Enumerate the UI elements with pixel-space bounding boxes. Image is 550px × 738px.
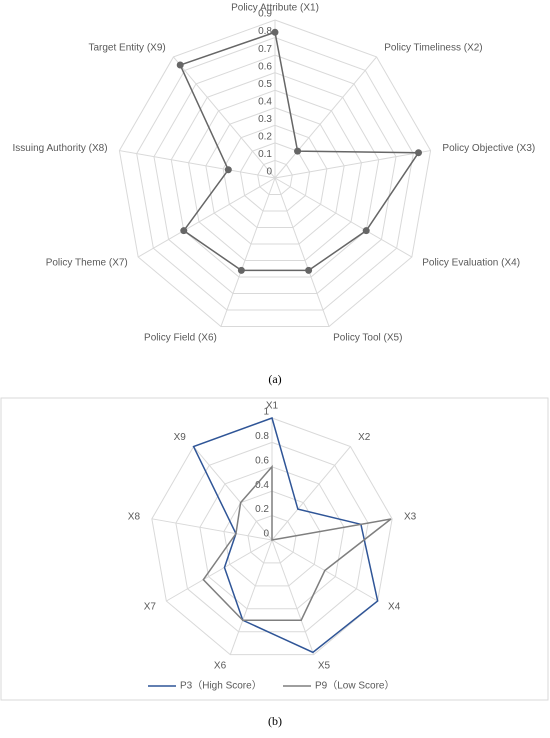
series-line xyxy=(202,464,392,621)
legend-label: P3（High Score） xyxy=(180,680,262,692)
spoke xyxy=(137,177,276,258)
category-label: X2 xyxy=(358,432,371,443)
series-line xyxy=(179,31,420,272)
tick-label: 0.8 xyxy=(258,26,272,37)
data-point xyxy=(271,28,279,36)
spoke xyxy=(274,177,330,327)
category-label: X9 xyxy=(174,432,187,443)
spoke xyxy=(173,56,276,179)
category-label: X3 xyxy=(404,511,417,522)
category-label: Policy Field (X6) xyxy=(144,332,217,343)
category-label: X1 xyxy=(266,401,279,412)
spoke xyxy=(220,177,276,327)
tick-label: 0.8 xyxy=(255,431,269,442)
grid-ring xyxy=(153,54,397,294)
category-label: X8 xyxy=(128,511,141,522)
data-point xyxy=(362,227,370,235)
grid-ring xyxy=(247,515,297,564)
caption: (b) xyxy=(268,714,282,728)
data-point xyxy=(176,61,184,69)
data-point xyxy=(305,266,313,274)
spoke xyxy=(271,539,315,655)
category-label: Issuing Authority (X8) xyxy=(13,143,108,154)
tick-label: 0.4 xyxy=(255,480,269,491)
spoke xyxy=(151,518,273,541)
panel-border xyxy=(0,397,549,701)
spoke xyxy=(274,150,431,179)
grid-ring xyxy=(199,466,345,610)
tick-label: 0.6 xyxy=(255,455,269,466)
category-label: Policy Evaluation (X4) xyxy=(422,258,520,269)
category-label: X4 xyxy=(388,602,401,613)
grid-ring xyxy=(175,441,369,633)
tick-label: 0.2 xyxy=(258,132,272,143)
tick-label: 0.3 xyxy=(258,114,272,125)
spoke xyxy=(193,446,273,541)
tick-label: 0 xyxy=(263,529,269,540)
category-label: X7 xyxy=(144,602,157,613)
tick-label: 0.6 xyxy=(258,61,272,72)
spoke xyxy=(271,446,351,541)
grid-ring xyxy=(170,72,380,278)
data-point xyxy=(414,149,422,157)
category-label: Target Entity (X9) xyxy=(88,42,165,53)
data-point xyxy=(224,166,232,174)
tick-label: 0.5 xyxy=(258,79,272,90)
grid-ring xyxy=(205,107,345,245)
grid-ring xyxy=(239,142,311,212)
tick-label: 0.4 xyxy=(258,96,272,107)
series-line xyxy=(192,417,379,654)
category-label: Policy Theme (X7) xyxy=(46,258,128,269)
legend-label: P9（Low Score） xyxy=(315,680,394,692)
grid-ring xyxy=(257,159,293,195)
tick-label: 0 xyxy=(266,167,272,178)
spoke xyxy=(274,56,377,179)
spoke xyxy=(229,539,273,655)
grid-ring xyxy=(118,19,432,327)
caption: (a) xyxy=(268,372,281,386)
spoke xyxy=(166,539,273,602)
category-label: Policy Timeliness (X2) xyxy=(384,42,482,53)
grid-ring xyxy=(151,417,393,656)
spoke xyxy=(119,150,276,179)
tick-label: 0.9 xyxy=(258,9,272,20)
tick-label: 0.1 xyxy=(258,149,272,160)
tick-label: 0.7 xyxy=(258,44,272,55)
category-label: X5 xyxy=(318,661,331,672)
category-label: Policy Tool (X5) xyxy=(333,332,402,343)
grid-ring xyxy=(136,37,414,311)
grid-ring xyxy=(223,490,321,587)
category-label: Policy Objective (X3) xyxy=(442,143,535,154)
category-label: X6 xyxy=(214,661,227,672)
tick-label: 1 xyxy=(263,407,269,418)
grid-ring xyxy=(222,124,328,228)
category-label: Policy Attribute (X1) xyxy=(231,3,319,14)
grid-ring xyxy=(188,89,362,261)
data-point xyxy=(180,227,188,235)
spoke xyxy=(274,177,413,258)
tick-label: 0.2 xyxy=(255,504,269,515)
data-point xyxy=(294,147,302,155)
data-point xyxy=(237,266,245,274)
